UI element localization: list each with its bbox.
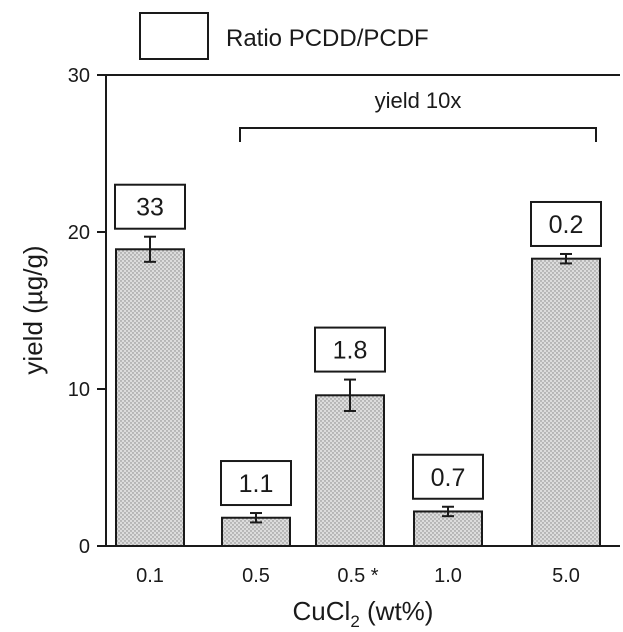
legend-swatch xyxy=(139,12,209,60)
y-tick-label: 20 xyxy=(68,222,90,244)
ratio-label-box xyxy=(530,200,602,247)
x-axis-title-main: CuCl xyxy=(293,596,351,626)
error-bar xyxy=(344,378,356,412)
y-axis-ticks: 0 10 20 30 xyxy=(68,65,106,558)
y-tick-label: 10 xyxy=(68,379,90,401)
bracket-line xyxy=(239,127,597,142)
x-axis-tick-labels: 0.1 0.5 0.5 * 1.0 5.0 xyxy=(136,565,580,587)
ratio-label: 0.7 xyxy=(431,464,466,492)
ratio-label: 1.8 xyxy=(333,337,368,365)
x-axis-title-subscript: 2 xyxy=(350,612,359,631)
y-tick-label: 30 xyxy=(68,65,90,87)
ratio-label-box xyxy=(114,183,186,230)
ratio-label: 0.2 xyxy=(549,211,584,239)
error-bar xyxy=(250,512,262,524)
bars: 33 1.1 1.8 0.7 0.2 xyxy=(114,183,602,548)
annotation-text: yield 10x xyxy=(375,88,462,113)
error-bar xyxy=(144,235,156,263)
bar xyxy=(531,257,601,547)
x-tick-label: 1.0 xyxy=(434,565,462,587)
error-bar xyxy=(560,252,572,265)
bar xyxy=(115,248,185,548)
error-bar xyxy=(442,505,454,518)
x-axis-title: CuCl2 (wt%) xyxy=(293,596,434,631)
x-tick-label: 0.5 * xyxy=(337,565,378,587)
y-tick-label: 0 xyxy=(79,536,90,558)
y-axis-title: yield (µg/g) xyxy=(18,245,48,374)
x-tick-label: 0.1 xyxy=(136,565,164,587)
legend-label: Ratio PCDD/PCDF xyxy=(226,25,429,52)
bar xyxy=(315,394,385,547)
x-axis-title-unit: (wt%) xyxy=(360,596,434,626)
ratio-label-box xyxy=(412,453,484,500)
x-tick-label: 0.5 xyxy=(242,565,270,587)
ratio-label: 33 xyxy=(136,194,164,222)
legend: Ratio PCDD/PCDF xyxy=(139,12,429,60)
ratio-label: 1.1 xyxy=(239,470,274,498)
ratio-label-box xyxy=(314,326,386,373)
annotation-bracket: yield 10x xyxy=(239,88,597,142)
ratio-label-box xyxy=(220,460,292,507)
x-tick-label: 5.0 xyxy=(552,565,580,587)
